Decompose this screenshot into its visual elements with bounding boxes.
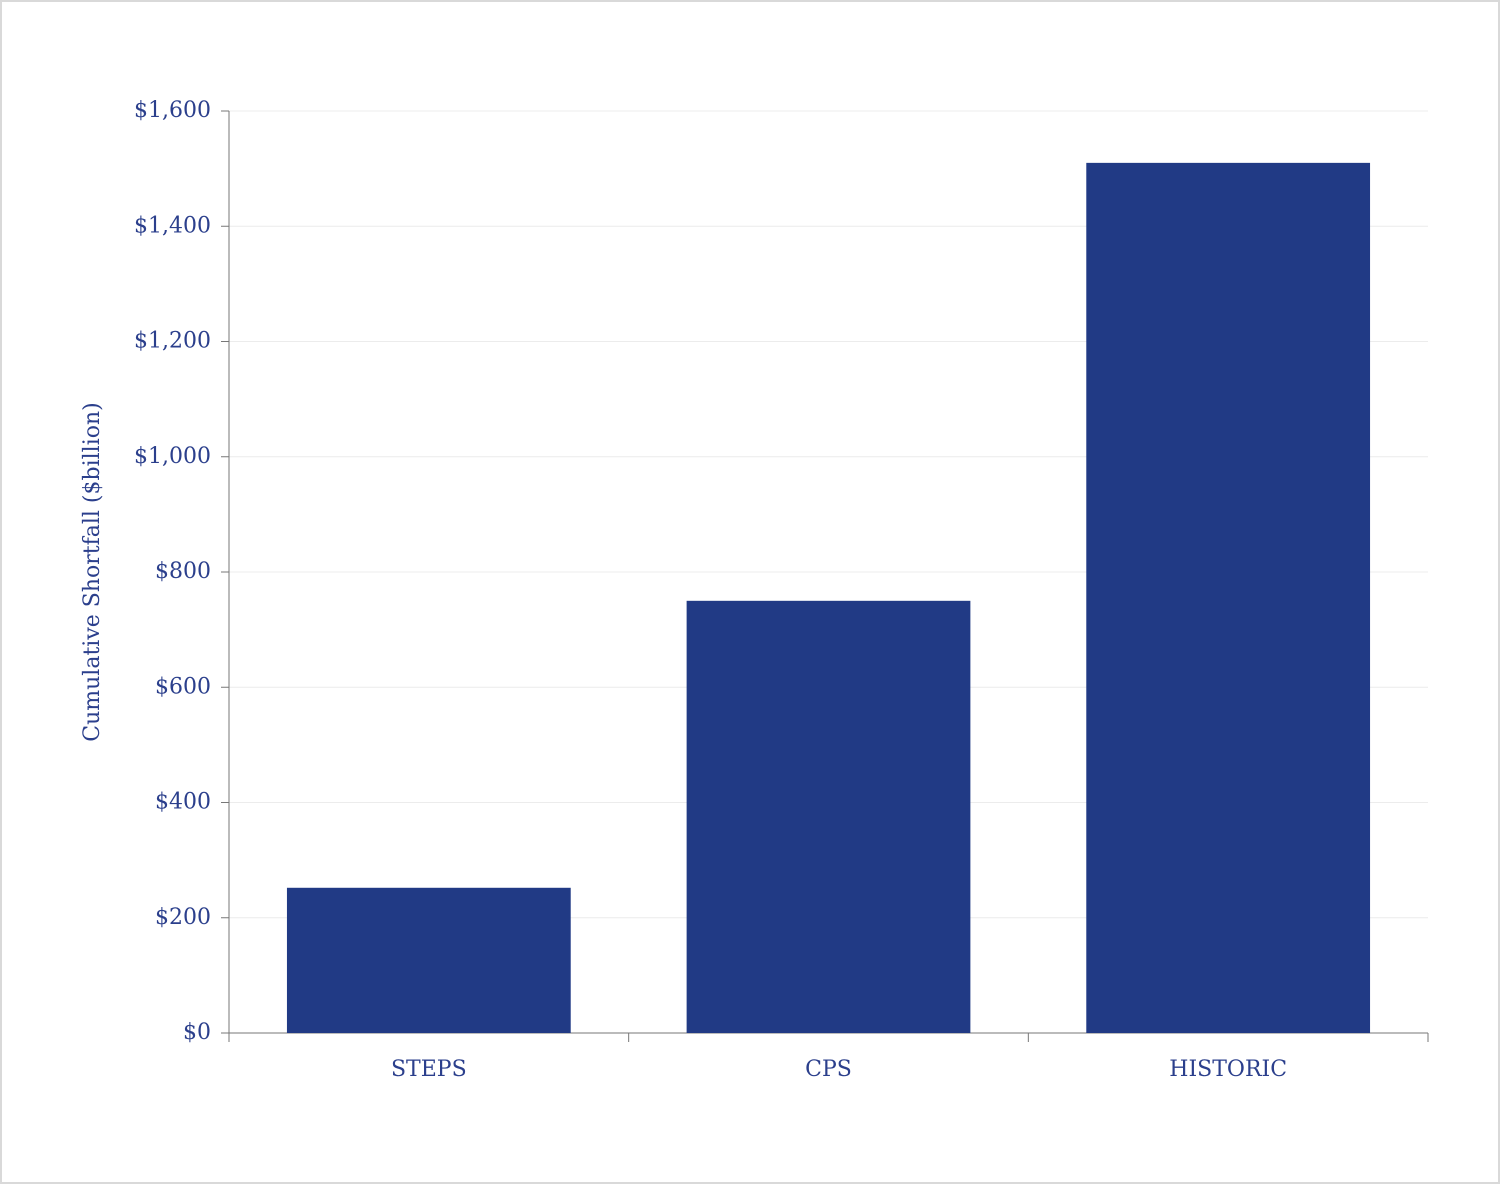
bar (286, 887, 571, 1033)
x-tick-label: HISTORIC (1169, 1057, 1287, 1082)
y-tick-label: $1,000 (134, 444, 211, 469)
y-tick-label: $0 (183, 1020, 211, 1045)
bar (1086, 162, 1371, 1034)
x-tick-label: CPS (805, 1057, 852, 1082)
y-tick-label: $1,600 (134, 98, 211, 123)
bar (686, 600, 971, 1033)
y-tick-label: $400 (155, 790, 211, 815)
y-tick-label: $800 (155, 559, 211, 584)
y-axis-label: Cumulative Shortfall ($billion) (80, 402, 105, 741)
y-tick-label: $1,200 (134, 329, 211, 354)
y-tick-label: $1,400 (134, 213, 211, 238)
x-tick-label: STEPS (391, 1057, 467, 1082)
y-tick-label: $200 (155, 905, 211, 930)
y-tick-label: $600 (155, 674, 211, 699)
